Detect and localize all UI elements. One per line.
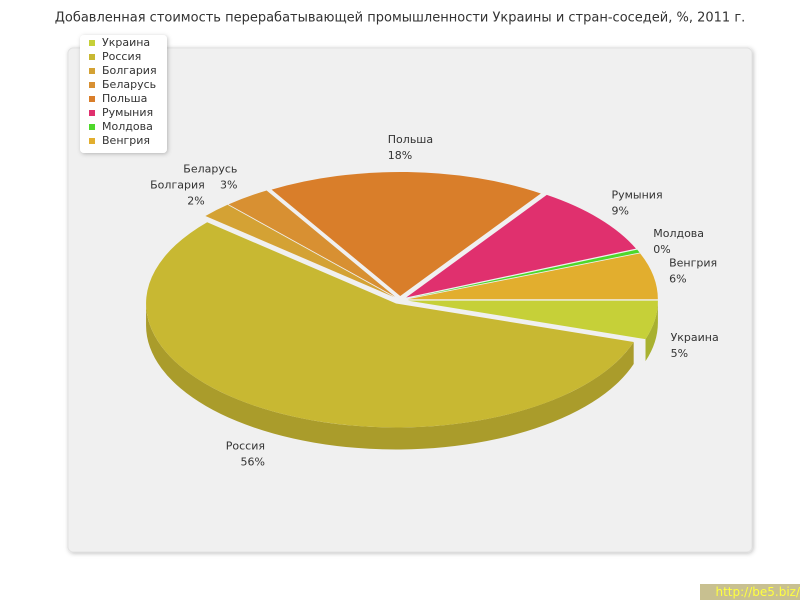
legend-swatch: [89, 124, 95, 130]
slice: [228, 190, 396, 297]
slice-label: Россия: [226, 439, 265, 452]
slice-value-label: 9%: [611, 204, 628, 217]
slice-value-label: 0%: [653, 243, 670, 256]
slice-value-label: 5%: [671, 347, 688, 360]
slice: [271, 172, 541, 297]
slice-value-label: 3%: [220, 179, 237, 192]
slice: [407, 253, 658, 300]
slice-label: Украина: [671, 331, 719, 344]
slice: [407, 249, 640, 299]
legend-label: Молдова: [102, 120, 153, 133]
legend-label: Беларусь: [102, 78, 156, 91]
slice-label: Венгрия: [669, 256, 717, 269]
slice-side: [645, 300, 658, 362]
legend-label: Россия: [102, 50, 141, 63]
slice: [146, 222, 634, 428]
legend-swatch: [89, 138, 95, 144]
slice-label: Польша: [388, 133, 433, 146]
legend-label: Польша: [102, 92, 147, 105]
slice-label: Румыния: [611, 188, 662, 201]
slice-value-label: 2%: [187, 194, 204, 207]
legend-swatch: [89, 68, 95, 74]
legend-swatch: [89, 40, 95, 46]
slice-value-label: 56%: [241, 455, 265, 468]
legend-swatch: [89, 110, 95, 116]
slice-value-label: 18%: [388, 149, 412, 162]
slice-value-label: 6%: [669, 272, 686, 285]
slice: [407, 300, 658, 340]
legend-swatch: [89, 54, 95, 60]
legend-label: Румыния: [102, 106, 153, 119]
slice-label: Болгария: [150, 178, 205, 191]
watermark: http://be5.biz/: [700, 584, 800, 600]
legend-label: Болгария: [102, 64, 157, 77]
slice: [205, 204, 395, 298]
legend-label: Венгрия: [102, 134, 150, 147]
slice-side: [146, 303, 634, 450]
legend-swatch: [89, 82, 95, 88]
slice-label: Молдова: [653, 227, 704, 240]
legend-swatch: [89, 96, 95, 102]
slice: [406, 194, 636, 298]
legend-label: Украина: [102, 36, 150, 49]
legend-box: [80, 35, 167, 153]
plot-area: [67, 47, 753, 553]
chart-title: Добавленная стоимость перерабатывающей п…: [55, 11, 746, 26]
slice-label: Беларусь: [183, 163, 237, 176]
